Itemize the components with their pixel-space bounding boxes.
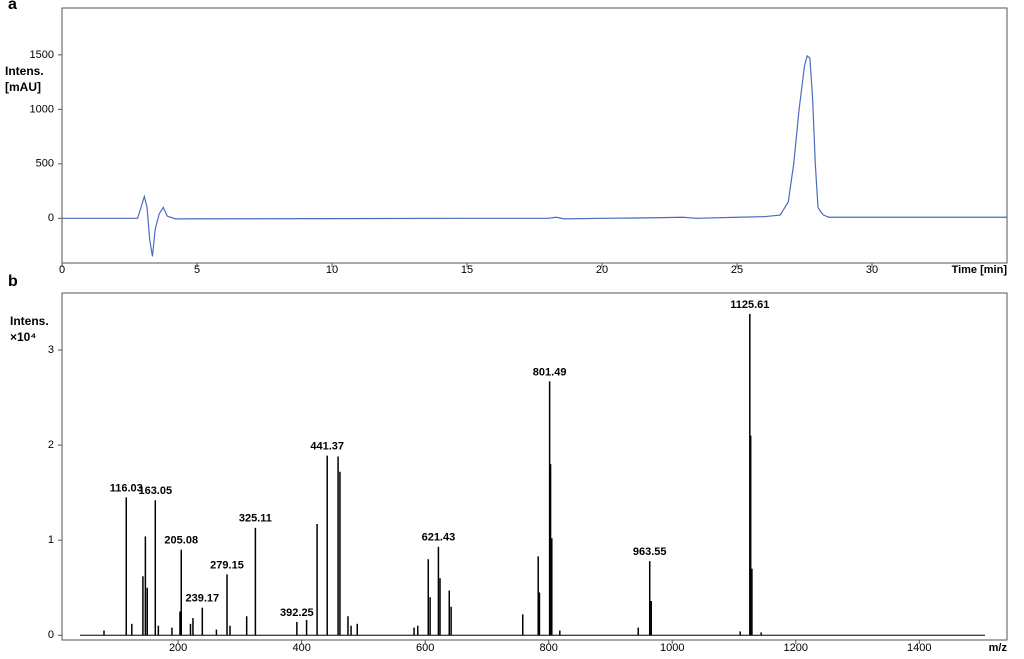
x-tick-label: 30 — [866, 264, 878, 276]
x-tick-label: 5 — [194, 264, 200, 276]
peak-label: 279.15 — [210, 559, 244, 571]
x-tick-label: 1200 — [784, 642, 808, 654]
panel-label: b — [8, 273, 18, 290]
x-tick-label: 400 — [292, 642, 310, 654]
y-tick-label: 0 — [48, 629, 54, 641]
peak-label: 325.11 — [239, 513, 272, 525]
y-tick-label: 3 — [48, 344, 54, 356]
y-axis-label: Intens. — [5, 64, 44, 78]
x-tick-label: 1400 — [907, 642, 931, 654]
peak-label: 239.17 — [185, 593, 219, 605]
y-axis-label: [mAU] — [5, 80, 41, 94]
x-tick-label: 800 — [540, 642, 558, 654]
x-axis-label: Time [min] — [952, 264, 1008, 276]
x-tick-label: 0 — [59, 264, 65, 276]
y-tick-label: 1000 — [30, 103, 54, 115]
peak-label: 163.05 — [138, 485, 172, 497]
peak-label: 116.03 — [110, 482, 143, 494]
x-tick-label: 20 — [596, 264, 608, 276]
x-tick-label: 15 — [461, 264, 473, 276]
x-axis-label: m/z — [989, 642, 1008, 654]
y-axis-label: Intens. — [10, 314, 49, 328]
peak-label: 963.55 — [633, 546, 667, 558]
peak-label: 392.25 — [280, 607, 314, 619]
peak-label: 801.49 — [533, 366, 567, 378]
y-tick-label: 0 — [48, 212, 54, 224]
x-tick-label: 10 — [326, 264, 338, 276]
x-tick-label: 25 — [731, 264, 743, 276]
plot-frame — [61, 292, 1008, 641]
x-tick-label: 1000 — [660, 642, 684, 654]
x-tick-label: 600 — [416, 642, 434, 654]
x-tick-label: 200 — [169, 642, 187, 654]
panel-label: a — [8, 0, 17, 13]
y-tick-label: 500 — [36, 158, 54, 170]
y-tick-label: 2 — [48, 439, 54, 451]
plot-frame — [61, 7, 1008, 264]
y-axis-label: ×10⁴ — [10, 330, 36, 344]
y-tick-label: 1500 — [30, 49, 54, 61]
peak-label: 441.37 — [310, 440, 344, 452]
peak-label: 205.08 — [164, 535, 198, 547]
peak-label: 1125.61 — [730, 299, 769, 311]
chromatogram-line — [62, 54, 1007, 257]
y-tick-label: 1 — [48, 534, 54, 546]
peak-label: 621.43 — [422, 532, 456, 544]
